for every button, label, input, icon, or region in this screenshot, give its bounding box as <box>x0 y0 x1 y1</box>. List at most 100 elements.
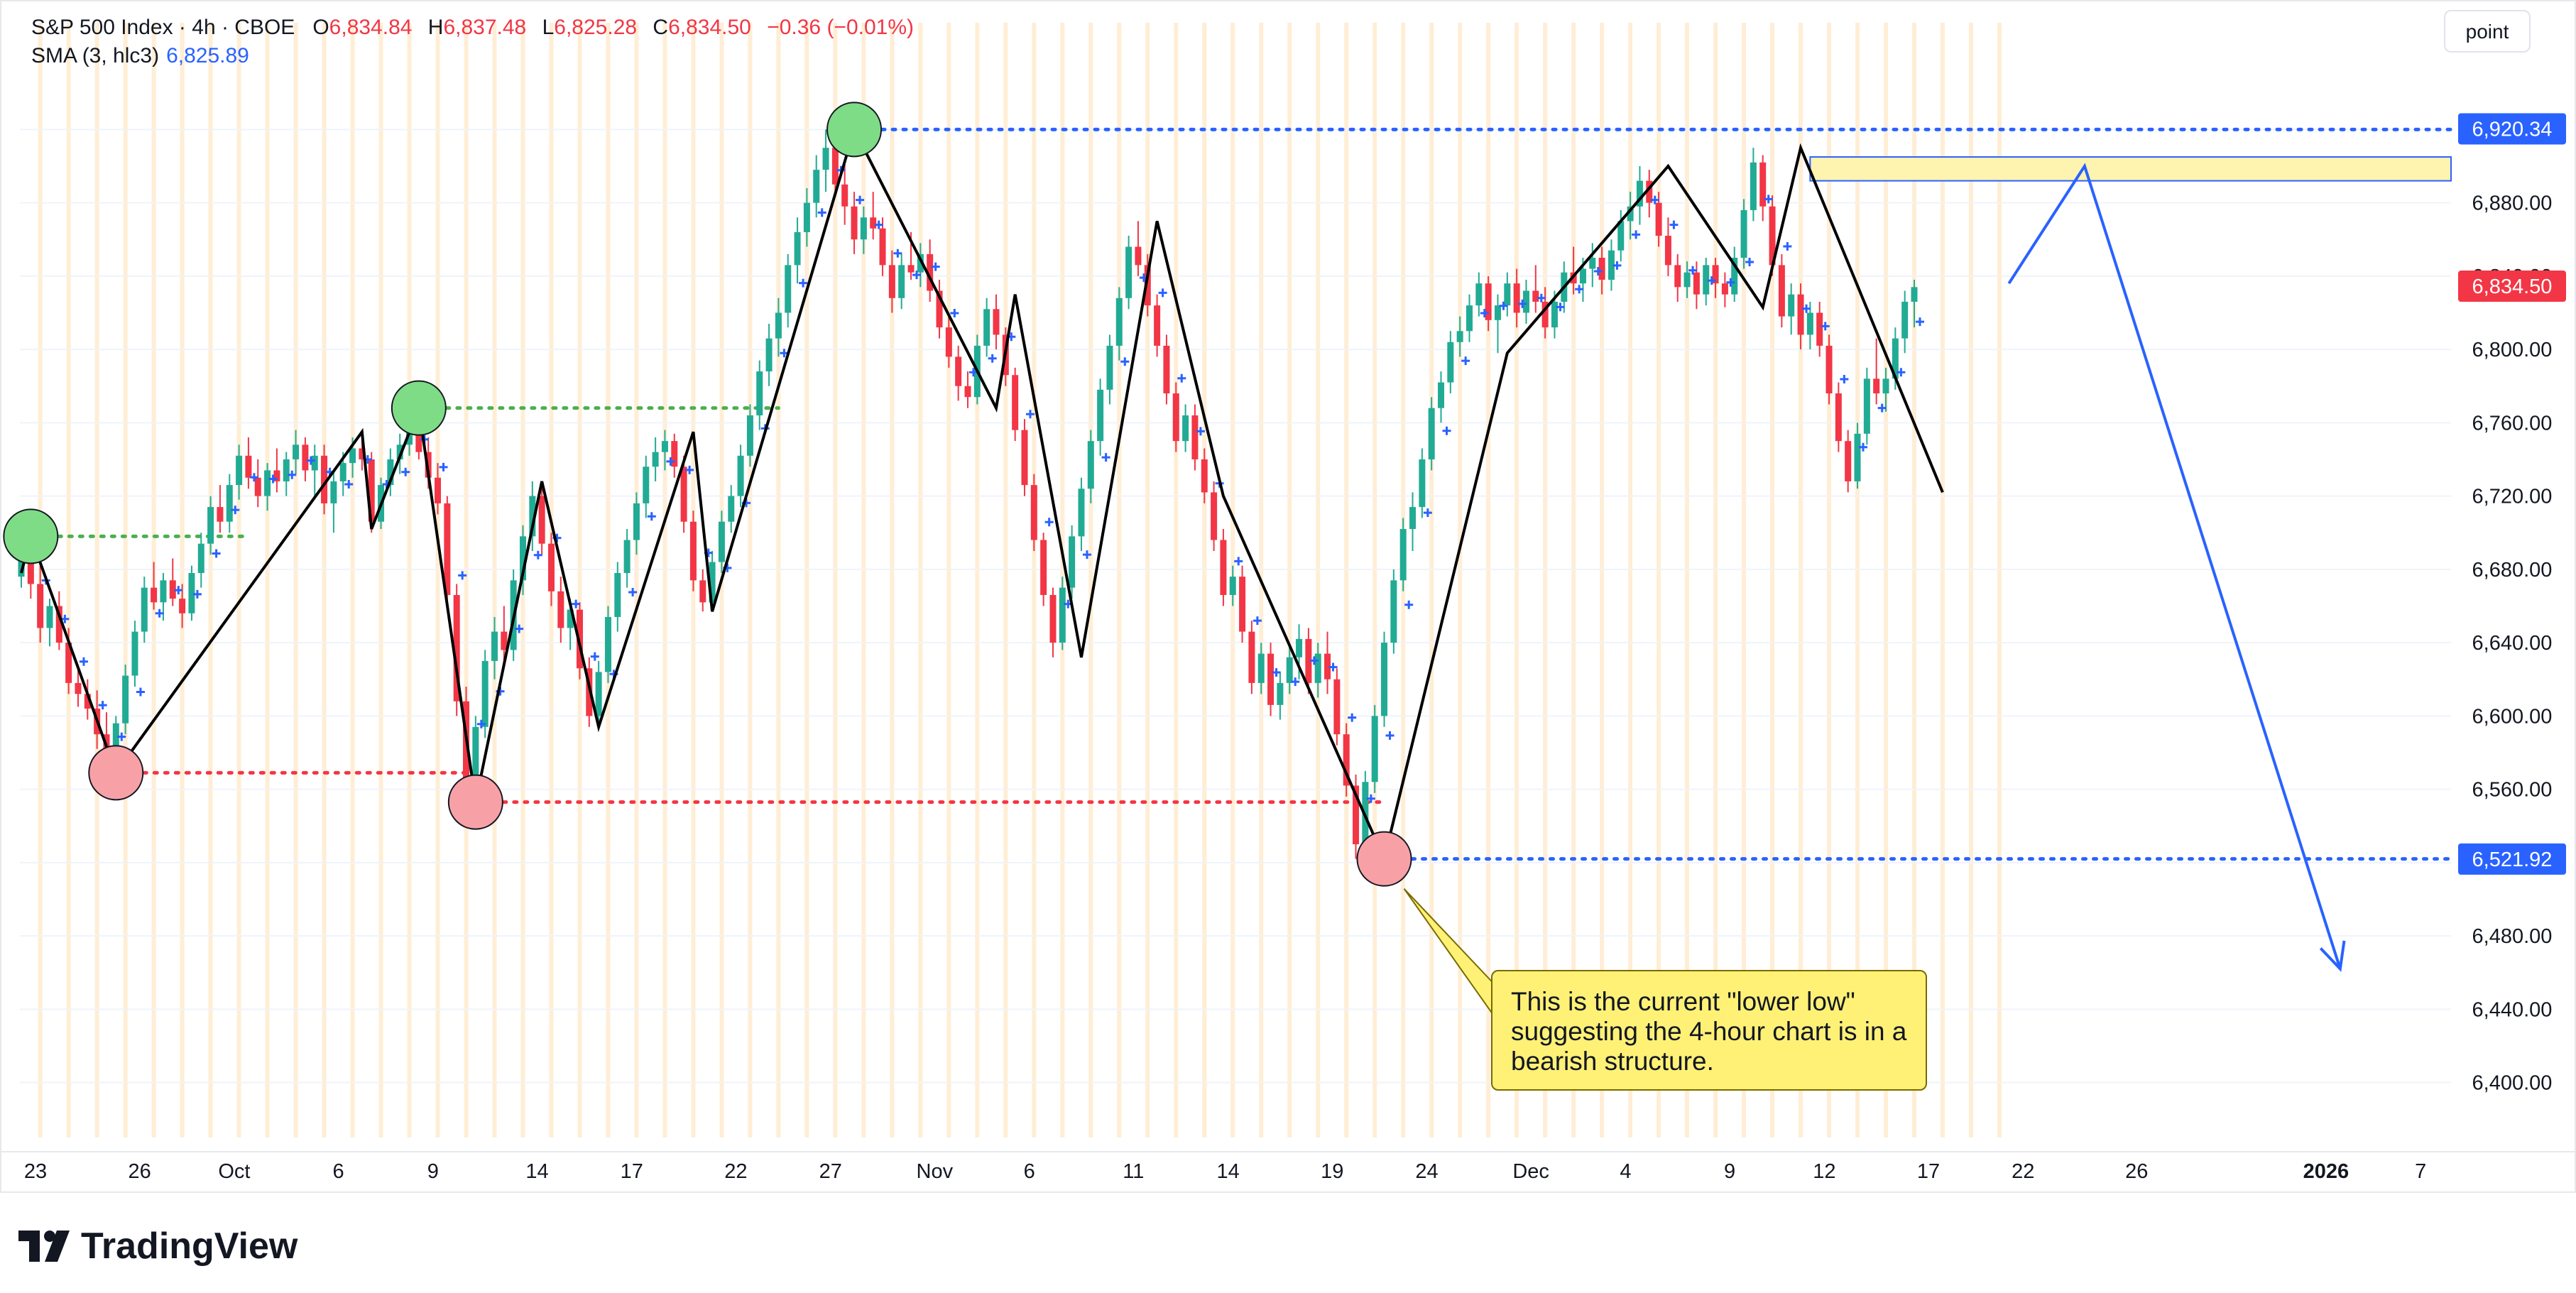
candle-body[interactable] <box>614 572 621 617</box>
candle-body[interactable] <box>1703 265 1710 295</box>
candle-body[interactable] <box>661 441 668 452</box>
candle-body[interactable] <box>831 148 839 185</box>
candle-body[interactable] <box>1182 415 1189 442</box>
candle-body[interactable] <box>84 694 91 709</box>
candle-body[interactable] <box>519 536 526 581</box>
candle-body[interactable] <box>1494 305 1501 320</box>
candle-body[interactable] <box>1399 529 1407 581</box>
candle-body[interactable] <box>1078 489 1085 537</box>
candle-body[interactable] <box>264 470 271 496</box>
candle-body[interactable] <box>311 455 318 471</box>
candle-body[interactable] <box>1333 679 1341 735</box>
candle-body[interactable] <box>444 503 451 595</box>
candle-body[interactable] <box>330 481 337 503</box>
candle-body[interactable] <box>1721 283 1728 295</box>
candle-body[interactable] <box>623 540 631 573</box>
candle-body[interactable] <box>122 675 129 724</box>
candle-body[interactable] <box>1854 433 1861 481</box>
candle-body[interactable] <box>75 682 82 694</box>
candle-body[interactable] <box>1504 283 1511 306</box>
candle-body[interactable] <box>737 455 744 496</box>
candle-body[interactable] <box>1617 221 1625 251</box>
candle-body[interactable] <box>746 415 753 456</box>
candle-body[interactable] <box>765 338 773 372</box>
candle-body[interactable] <box>1248 631 1255 683</box>
candle-body[interactable] <box>1750 162 1757 210</box>
candle-body[interactable] <box>652 452 659 467</box>
chart-canvas[interactable]: 6,400.006,440.006,480.006,520.006,560.00… <box>1 1 2576 1194</box>
candle-body[interactable] <box>1059 587 1066 643</box>
candle-body[interactable] <box>217 507 224 522</box>
candle-body[interactable] <box>1324 653 1331 680</box>
candle-body[interactable] <box>898 265 905 298</box>
candle-body[interactable] <box>547 543 555 591</box>
candle-body[interactable] <box>1097 389 1104 442</box>
candle-body[interactable] <box>718 521 725 562</box>
candle-body[interactable] <box>1087 441 1094 489</box>
candle-body[interactable] <box>794 231 801 266</box>
candle-body[interactable] <box>112 723 119 760</box>
candle-body[interactable] <box>27 547 34 584</box>
candle-body[interactable] <box>1532 290 1539 302</box>
candle-body[interactable] <box>1154 305 1161 346</box>
candle-body[interactable] <box>160 580 167 603</box>
candle-body[interactable] <box>1759 162 1767 207</box>
candle-body[interactable] <box>633 503 640 540</box>
candle-body[interactable] <box>851 206 858 240</box>
candle-body[interactable] <box>1485 283 1492 320</box>
candle-body[interactable] <box>1106 345 1113 390</box>
candle-body[interactable] <box>822 148 829 170</box>
candle-body[interactable] <box>643 467 650 503</box>
candle-body[interactable] <box>359 448 366 459</box>
candle-body[interactable] <box>435 477 442 503</box>
candle-body[interactable] <box>1115 298 1123 346</box>
candle-body[interactable] <box>1305 638 1312 683</box>
candle-body[interactable] <box>207 507 214 544</box>
candle-body[interactable] <box>245 455 252 478</box>
candle-body[interactable] <box>339 463 346 481</box>
candle-body[interactable] <box>1172 393 1179 442</box>
candle-body[interactable] <box>775 312 782 339</box>
candle-body[interactable] <box>1257 653 1265 683</box>
candle-body[interactable] <box>472 726 479 786</box>
zigzag-line[interactable] <box>20 125 1944 863</box>
candle-body[interactable] <box>179 599 186 613</box>
candle-body[interactable] <box>1901 301 1909 339</box>
candle-body[interactable] <box>936 290 943 328</box>
candle-body[interactable] <box>1409 507 1417 530</box>
candle-body[interactable] <box>151 587 158 603</box>
candle-body[interactable] <box>1371 716 1378 782</box>
candle-body[interactable] <box>595 672 602 716</box>
candle-body[interactable] <box>1466 305 1473 332</box>
symbol-label[interactable]: S&P 500 Index · 4h · CBOE <box>31 16 295 39</box>
candle-body[interactable] <box>1135 246 1142 266</box>
candle-body[interactable] <box>699 580 706 603</box>
swing-low-marker[interactable] <box>447 774 503 830</box>
chart-frame[interactable]: 6,400.006,440.006,480.006,520.006,560.00… <box>0 0 2576 1193</box>
candle-body[interactable] <box>879 228 886 266</box>
candle-body[interactable] <box>1816 312 1823 346</box>
candle-body[interactable] <box>1788 294 1795 317</box>
candle-body[interactable] <box>188 572 195 613</box>
candle-body[interactable] <box>1201 459 1208 493</box>
candle-body[interactable] <box>983 309 990 346</box>
candle-body[interactable] <box>37 584 44 628</box>
candle-body[interactable] <box>538 496 545 544</box>
price-tag[interactable] <box>2458 843 2566 875</box>
candle-body[interactable] <box>1125 246 1133 298</box>
candle-body[interactable] <box>1239 577 1246 632</box>
candle-body[interactable] <box>1419 459 1426 508</box>
candle-body[interactable] <box>1825 345 1833 394</box>
candle-body[interactable] <box>1579 268 1586 284</box>
candle-body[interactable] <box>1229 577 1236 595</box>
candle-body[interactable] <box>671 441 678 467</box>
swing-high-marker[interactable] <box>391 380 447 436</box>
candle-body[interactable] <box>1797 294 1804 335</box>
candle-body[interactable] <box>1712 265 1719 284</box>
candle-body[interactable] <box>1012 375 1019 430</box>
price-tag[interactable] <box>2458 271 2566 302</box>
candle-body[interactable] <box>917 253 924 273</box>
candle-body[interactable] <box>689 521 697 581</box>
candle-body[interactable] <box>501 631 508 650</box>
candle-body[interactable] <box>349 448 356 464</box>
